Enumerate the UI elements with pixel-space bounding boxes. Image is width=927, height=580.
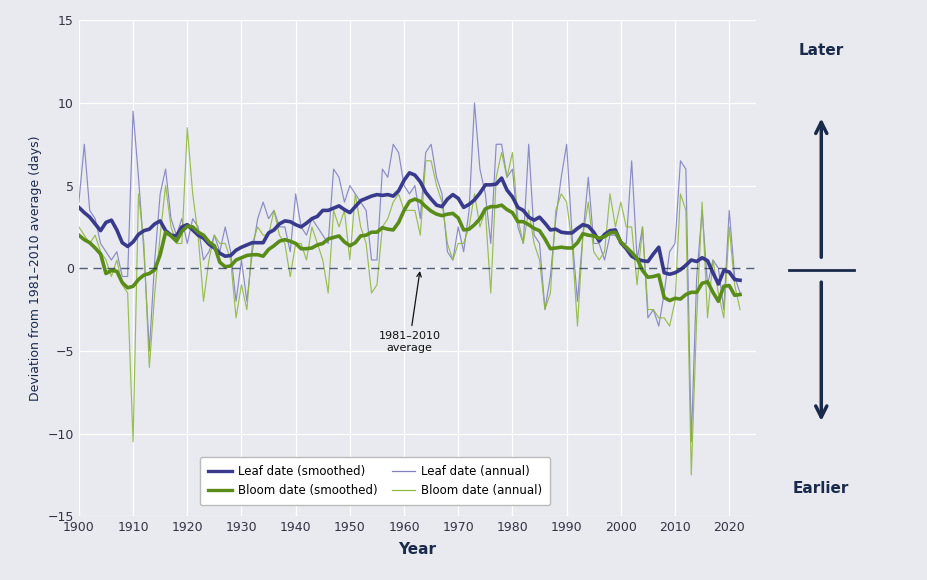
X-axis label: Year: Year <box>399 542 436 557</box>
Text: Earlier: Earlier <box>793 481 848 496</box>
Text: Later: Later <box>798 44 843 59</box>
Text: 1981–2010
average: 1981–2010 average <box>378 273 440 353</box>
Y-axis label: Deviation from 1981–2010 average (days): Deviation from 1981–2010 average (days) <box>29 136 42 401</box>
Legend: Leaf date (smoothed), Bloom date (smoothed), Leaf date (annual), Bloom date (ann: Leaf date (smoothed), Bloom date (smooth… <box>199 457 550 505</box>
